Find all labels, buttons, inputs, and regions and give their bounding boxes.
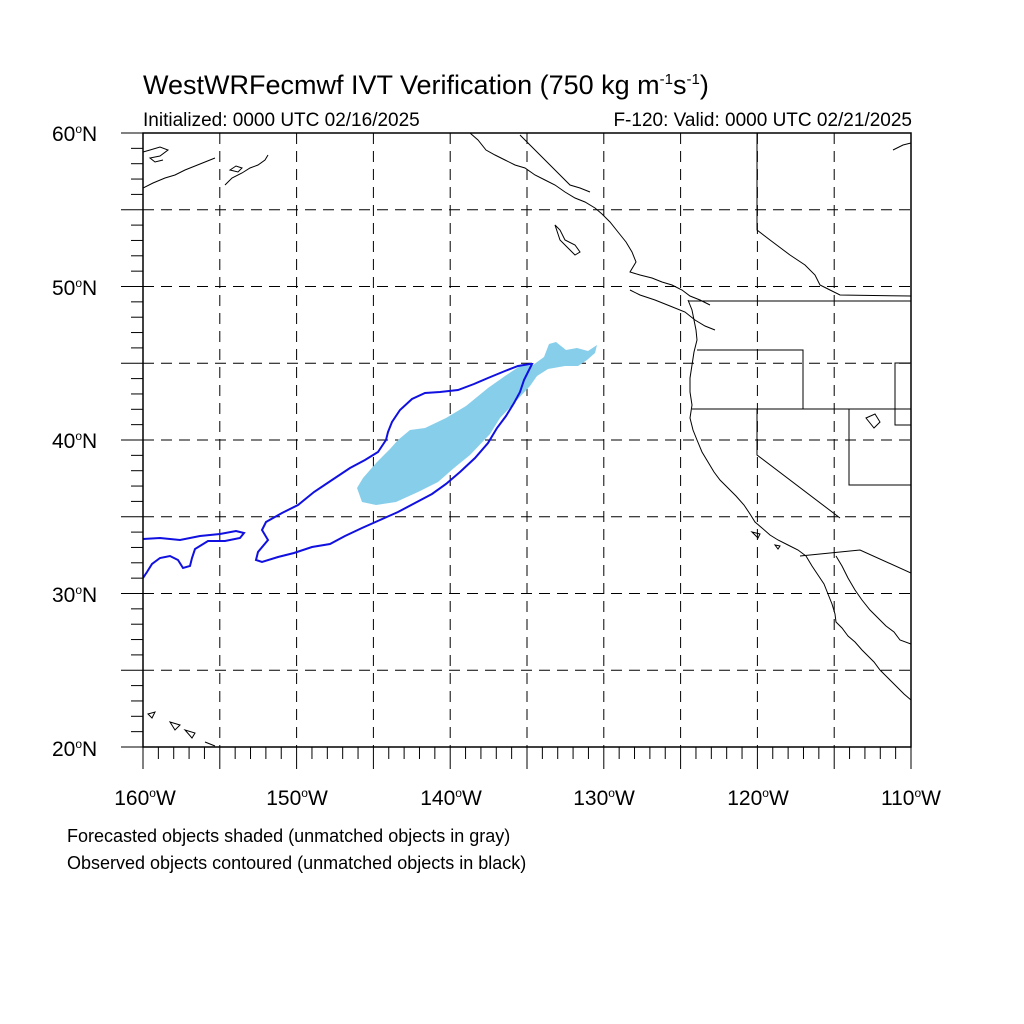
legend-note-observed: Observed objects contoured (unmatched ob… xyxy=(67,853,527,873)
lon-label-120w: 120oW xyxy=(727,786,789,810)
coastline-lines xyxy=(143,133,911,747)
legend-note-forecast: Forecasted objects shaded (unmatched obj… xyxy=(67,826,511,846)
lon-label-110w: 110oW xyxy=(881,786,941,810)
lon-label-160w: 160oW xyxy=(114,786,176,810)
axis-ticks xyxy=(121,132,912,769)
lat-label-30: 30oN xyxy=(52,583,98,607)
lat-label-40: 40oN xyxy=(52,429,98,453)
valid-time: F-120: Valid: 0000 UTC 02/21/2025 xyxy=(613,110,912,131)
observed-object-contour-west xyxy=(143,529,246,579)
forecast-object-shaded xyxy=(357,342,597,505)
initialized-time: Initialized: 0000 UTC 02/16/2025 xyxy=(143,110,420,131)
lon-label-150w: 150oW xyxy=(266,786,328,810)
lat-label-60: 60oN xyxy=(52,122,98,146)
chart-title: WestWRFecmwf IVT Verification (750 kg m-… xyxy=(143,70,709,100)
lat-label-20: 20oN xyxy=(52,737,98,761)
observed-object-contour xyxy=(254,363,534,564)
lon-label-130w: 130oW xyxy=(573,786,635,810)
lon-label-140w: 140oW xyxy=(420,786,482,810)
lat-label-50: 50oN xyxy=(52,276,98,300)
graticule-gridlines xyxy=(143,133,911,747)
